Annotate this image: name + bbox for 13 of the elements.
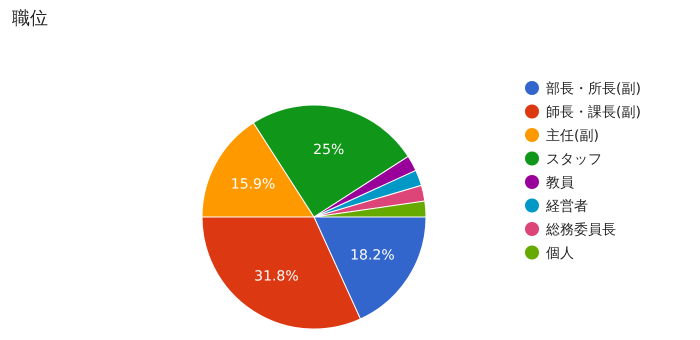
legend-label: 総務委員長 bbox=[545, 222, 616, 238]
data-label: 15.9% bbox=[230, 176, 276, 193]
legend-label: スタッフ bbox=[546, 152, 602, 168]
legend-label: 部長・所長(副) bbox=[546, 81, 641, 97]
data-label: 18.2% bbox=[350, 248, 395, 264]
legend-label: 経営者 bbox=[545, 198, 588, 214]
data-label: 31.8% bbox=[254, 268, 299, 284]
legend-label: 師長・課長(副) bbox=[546, 104, 641, 120]
legend-label: 教員 bbox=[546, 175, 574, 191]
legend-label: 個人 bbox=[546, 246, 574, 262]
legend-label: 主任(副) bbox=[546, 128, 599, 144]
text: 職位 bbox=[12, 8, 48, 29]
data-label: 25% bbox=[313, 142, 344, 158]
